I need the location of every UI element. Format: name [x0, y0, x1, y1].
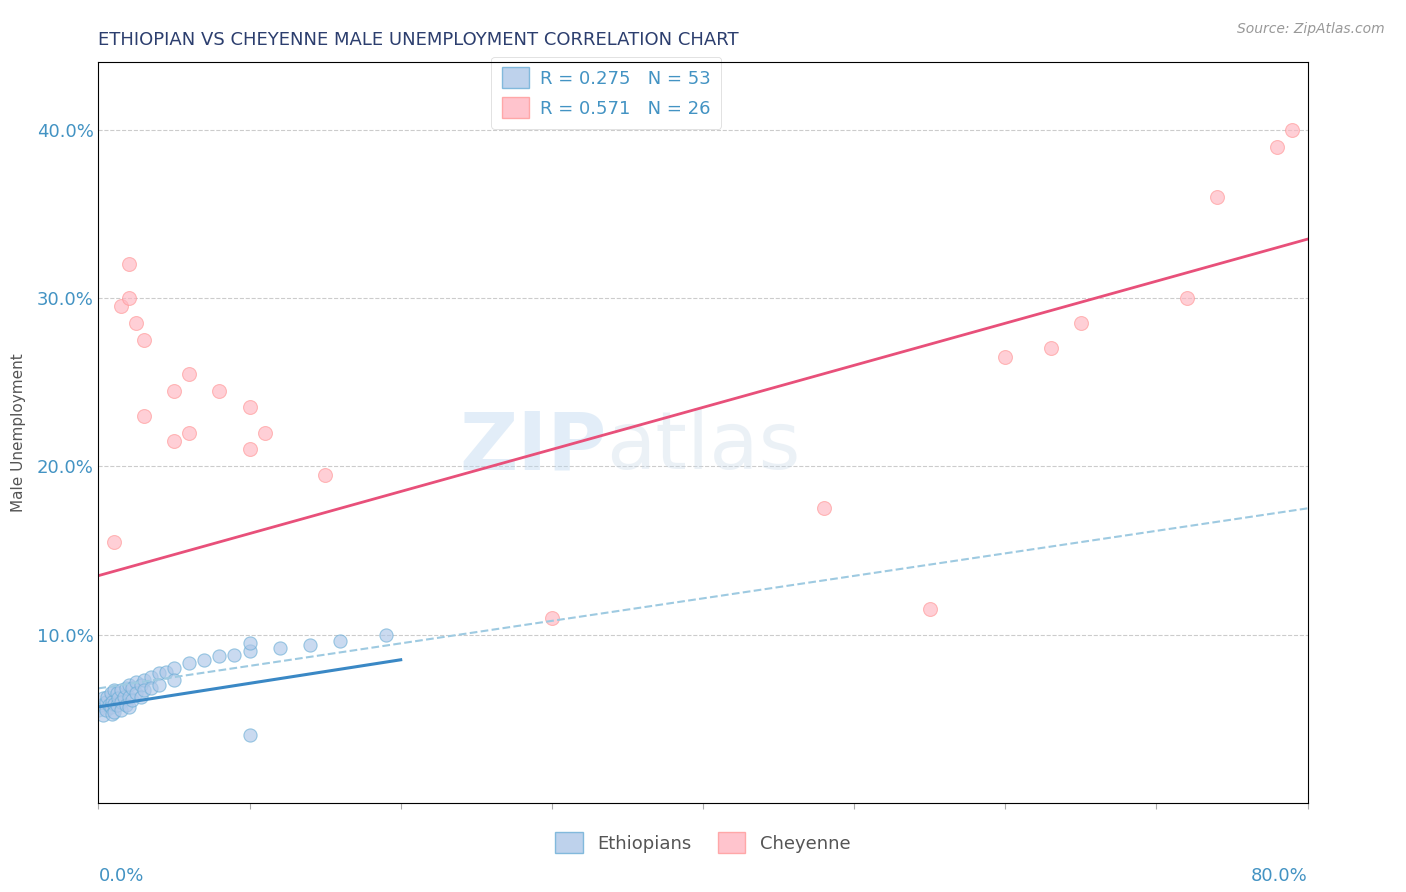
Point — [179, 367, 201, 381]
Point — [1070, 316, 1092, 330]
Point — [121, 681, 143, 696]
Point — [110, 695, 132, 709]
Point — [91, 691, 114, 706]
Point — [114, 681, 136, 696]
Point — [118, 678, 141, 692]
Point — [918, 602, 941, 616]
Point — [103, 705, 125, 719]
Point — [314, 467, 336, 482]
Point — [100, 699, 122, 714]
Point — [103, 535, 125, 549]
Point — [253, 425, 276, 440]
Point — [1281, 122, 1303, 136]
Point — [101, 706, 124, 721]
Point — [374, 627, 396, 641]
Y-axis label: Male Unemployment: Male Unemployment — [11, 353, 25, 512]
Text: 0.0%: 0.0% — [98, 867, 143, 885]
Point — [163, 661, 186, 675]
Point — [148, 666, 170, 681]
Point — [118, 699, 141, 714]
Point — [118, 257, 141, 271]
Point — [101, 695, 124, 709]
Point — [329, 634, 352, 648]
Point — [1039, 342, 1062, 356]
Point — [813, 501, 835, 516]
Point — [239, 442, 262, 457]
Point — [110, 703, 132, 717]
Point — [129, 678, 152, 692]
Point — [163, 384, 186, 398]
Point — [155, 665, 177, 679]
Text: ETHIOPIAN VS CHEYENNE MALE UNEMPLOYMENT CORRELATION CHART: ETHIOPIAN VS CHEYENNE MALE UNEMPLOYMENT … — [98, 31, 740, 49]
Point — [148, 678, 170, 692]
Point — [1206, 190, 1229, 204]
Point — [114, 698, 136, 713]
Point — [224, 648, 246, 662]
Point — [1175, 291, 1198, 305]
Point — [110, 300, 132, 314]
Point — [125, 316, 148, 330]
Legend: Ethiopians, Cheyenne: Ethiopians, Cheyenne — [548, 825, 858, 861]
Text: 80.0%: 80.0% — [1251, 867, 1308, 885]
Point — [94, 695, 117, 709]
Point — [94, 703, 117, 717]
Point — [129, 690, 152, 704]
Point — [96, 690, 118, 704]
Point — [193, 653, 215, 667]
Point — [100, 686, 122, 700]
Text: atlas: atlas — [606, 409, 800, 486]
Point — [179, 425, 201, 440]
Point — [105, 686, 128, 700]
Point — [112, 690, 135, 704]
Point — [121, 693, 143, 707]
Point — [132, 683, 155, 698]
Point — [239, 729, 262, 743]
Point — [118, 690, 141, 704]
Point — [98, 698, 121, 713]
Point — [110, 683, 132, 698]
Text: Source: ZipAtlas.com: Source: ZipAtlas.com — [1237, 22, 1385, 37]
Point — [132, 673, 155, 687]
Point — [141, 681, 163, 696]
Point — [163, 673, 186, 687]
Point — [141, 670, 163, 684]
Point — [179, 656, 201, 670]
Point — [118, 291, 141, 305]
Point — [125, 686, 148, 700]
Point — [125, 674, 148, 689]
Point — [163, 434, 186, 448]
Point — [208, 649, 231, 664]
Point — [1267, 139, 1289, 153]
Point — [105, 698, 128, 713]
Point — [132, 333, 155, 347]
Point — [540, 610, 562, 624]
Point — [994, 350, 1017, 364]
Point — [132, 409, 155, 423]
Text: ZIP: ZIP — [458, 409, 606, 486]
Point — [208, 384, 231, 398]
Point — [91, 708, 114, 723]
Point — [103, 683, 125, 698]
Point — [87, 703, 110, 717]
Point — [239, 644, 262, 658]
Point — [90, 698, 112, 713]
Point — [239, 401, 262, 415]
Point — [299, 638, 322, 652]
Point — [239, 636, 262, 650]
Point — [269, 640, 291, 655]
Point — [103, 697, 125, 711]
Point — [107, 691, 129, 706]
